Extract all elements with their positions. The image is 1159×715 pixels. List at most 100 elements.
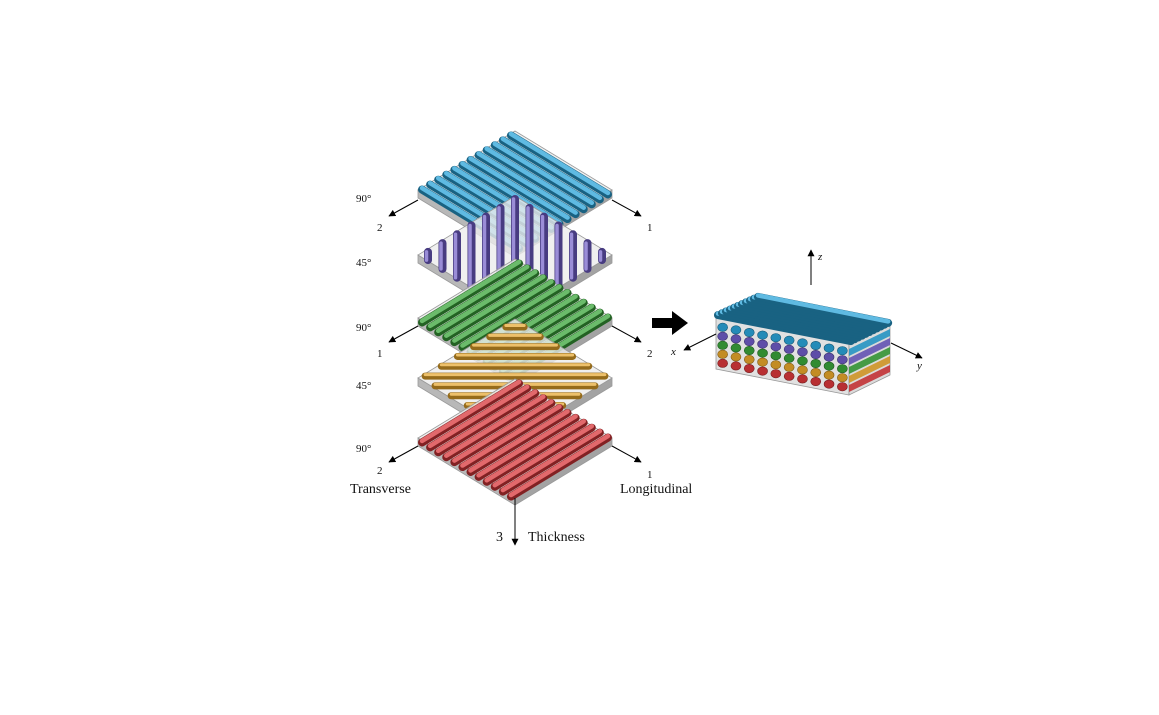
fiber-highlight	[492, 141, 595, 206]
fiber-cross-section	[730, 334, 742, 344]
fiber-highlight	[500, 136, 603, 201]
fiber-highlight	[452, 399, 554, 463]
fiber-highlight	[755, 293, 891, 324]
fiber-highlight	[419, 379, 522, 444]
fiber-cross-section	[757, 357, 768, 367]
y-axis-label: y	[916, 360, 922, 372]
ply-fibers	[424, 195, 606, 317]
ply-angle-label-1: 90°	[356, 193, 371, 205]
fiber-highlight	[484, 146, 586, 210]
ply1-left-axis-label: 2	[377, 222, 383, 234]
ply-angle-label-2: 45°	[356, 257, 371, 269]
fiber-cross-section	[770, 369, 782, 379]
thickness-label: Thickness	[528, 530, 585, 545]
fiber-cross-section	[783, 335, 795, 345]
ply5-right-axis-arrow	[611, 445, 642, 463]
fiber-cross-section	[810, 349, 822, 359]
fiber-cross-section	[717, 322, 728, 332]
fiber-cross-section	[797, 356, 808, 366]
ply3-right-axis-arrow	[611, 325, 642, 343]
fiber-cross-section	[823, 352, 835, 362]
fiber-highlight	[468, 409, 570, 473]
fiber-cross-section	[730, 361, 742, 371]
fiber-cross-section	[717, 358, 728, 368]
fiber-cross-section	[837, 355, 848, 365]
ply-angle-label-3: 90°	[356, 322, 371, 334]
z-axis-label: z	[817, 251, 823, 263]
fiber-cross-section	[837, 364, 848, 374]
ply-5	[417, 378, 613, 506]
fiber-cross-section	[837, 346, 848, 356]
thickness-number-label: 3	[496, 530, 503, 545]
ply3-left-axis-label: 1	[377, 348, 383, 360]
fiber-cross-section	[783, 371, 795, 381]
fiber-highlight	[427, 384, 530, 449]
fiber-cross-section	[743, 363, 755, 373]
ply1-right-axis-arrow	[611, 199, 642, 217]
x-axis-arrow	[683, 333, 717, 351]
fiber-cross-section	[810, 358, 822, 368]
fiber-cross-section	[770, 333, 782, 343]
fiber-cross-section	[837, 373, 848, 383]
fiber-highlight	[419, 259, 522, 324]
fiber-cross-section	[743, 354, 755, 364]
fiber-highlight	[484, 419, 586, 483]
fiber-cross-section	[783, 362, 795, 372]
ply5-left-axis-arrow	[388, 445, 419, 463]
fiber-cross-section	[743, 345, 755, 355]
assembly-arrow-icon	[652, 311, 688, 335]
fiber-cross-section	[797, 347, 808, 357]
fiber-highlight	[476, 414, 578, 478]
fiber-cross-section	[717, 340, 728, 350]
ply-fibers	[418, 379, 612, 501]
fiber-cross-section	[770, 342, 782, 352]
fiber-cross-section	[743, 327, 755, 337]
fiber-highlight	[460, 404, 562, 468]
x-axis-label: x	[670, 346, 676, 358]
fiber-highlight	[508, 131, 611, 196]
ply1-left-axis-arrow	[388, 199, 419, 217]
fiber-cross-section	[837, 382, 848, 392]
fiber-highlight	[476, 151, 578, 215]
ply5-left-axis-label: 2	[377, 465, 383, 477]
ply-band	[849, 338, 890, 365]
exploded-ply-stack	[417, 130, 613, 506]
fiber-cross-section	[757, 339, 768, 349]
ply3-left-axis-arrow	[388, 325, 419, 343]
fiber-cross-section	[797, 338, 808, 348]
fiber-cross-section	[823, 343, 835, 353]
ply-angle-label-5: 90°	[356, 443, 371, 455]
fiber-cross-section	[757, 366, 768, 376]
transverse-label: Transverse	[350, 482, 411, 497]
fiber-cross-section	[743, 336, 755, 346]
ply5-right-axis-label: 1	[647, 469, 653, 481]
y-axis-arrow	[890, 342, 923, 359]
fiber-highlight	[452, 279, 554, 343]
longitudinal-label: Longitudinal	[620, 482, 692, 497]
fiber-cross-section	[730, 343, 742, 353]
fiber-cross-section	[730, 352, 742, 362]
fiber-highlight	[500, 428, 603, 493]
ply-angle-label-4: 45°	[356, 380, 371, 392]
fiber-cross-section	[770, 360, 782, 370]
fiber-cross-section	[810, 367, 822, 377]
fiber-cross-section	[783, 353, 795, 363]
fiber-highlight	[435, 269, 538, 334]
fiber-cross-section	[810, 376, 822, 386]
fiber-cross-section	[757, 330, 768, 340]
ply-band	[849, 356, 890, 383]
fiber-highlight	[508, 433, 611, 498]
ply-band	[849, 347, 890, 374]
fiber-cross-section	[717, 331, 728, 341]
fiber-highlight	[468, 156, 570, 220]
fiber-highlight	[427, 264, 530, 329]
fiber-highlight	[444, 274, 546, 338]
ply-band	[849, 329, 890, 356]
fiber-cross-section	[770, 351, 782, 361]
fiber-highlight	[492, 423, 595, 488]
ply1-right-axis-label: 1	[647, 222, 653, 234]
fiber-highlight	[435, 389, 538, 454]
fiber-cross-section	[823, 379, 835, 389]
fiber-highlight	[460, 161, 562, 225]
fiber-cross-section	[783, 344, 795, 354]
